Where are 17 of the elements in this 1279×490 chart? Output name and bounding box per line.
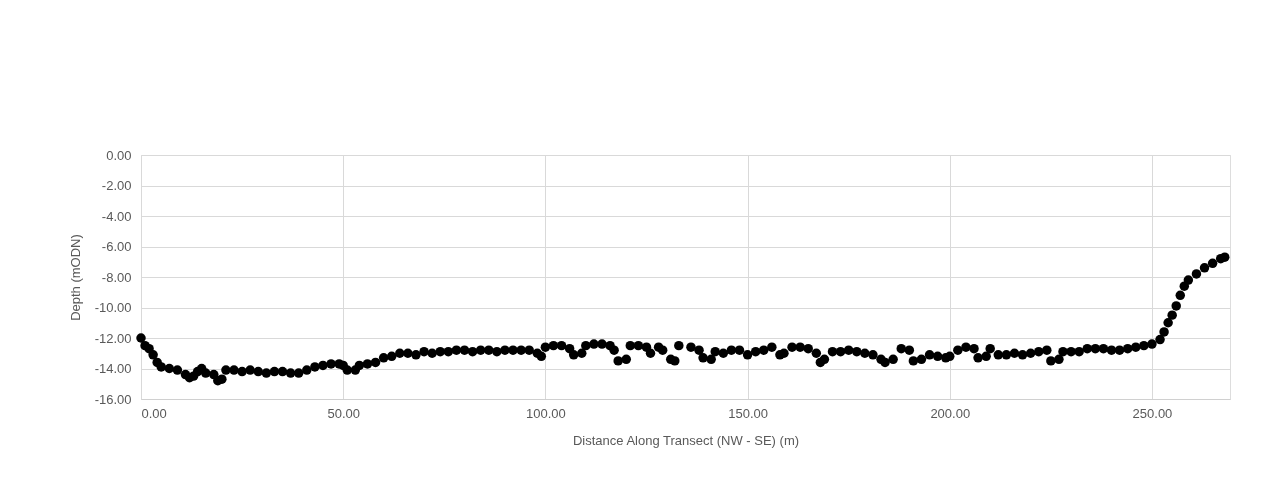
y-tick-label: -14.00 — [94, 361, 132, 376]
y-tick-label: -10.00 — [94, 300, 132, 315]
x-axis-title: Distance Along Transect (NW - SE) (m) — [572, 432, 800, 448]
y-axis-title: Depth (mODN) — [67, 234, 83, 321]
y-tick-label: -16.00 — [94, 391, 132, 407]
x-tick-label: 100.00 — [526, 405, 566, 421]
x-tick-label: 150.00 — [728, 405, 768, 421]
x-tick-label: 250.00 — [1132, 405, 1173, 421]
x-tick-label: 50.00 — [327, 405, 360, 421]
x-tick-label: 0.00 — [141, 405, 167, 421]
y-tick-label: 0.00 — [106, 147, 132, 163]
y-tick-label: -6.00 — [101, 239, 132, 254]
y-tick-label: -4.00 — [101, 208, 132, 224]
x-tick-label: 200.00 — [930, 405, 971, 421]
y-tick-label: -12.00 — [94, 330, 132, 346]
y-tick-label: -2.00 — [101, 178, 132, 193]
y-tick-label: -8.00 — [101, 269, 132, 285]
